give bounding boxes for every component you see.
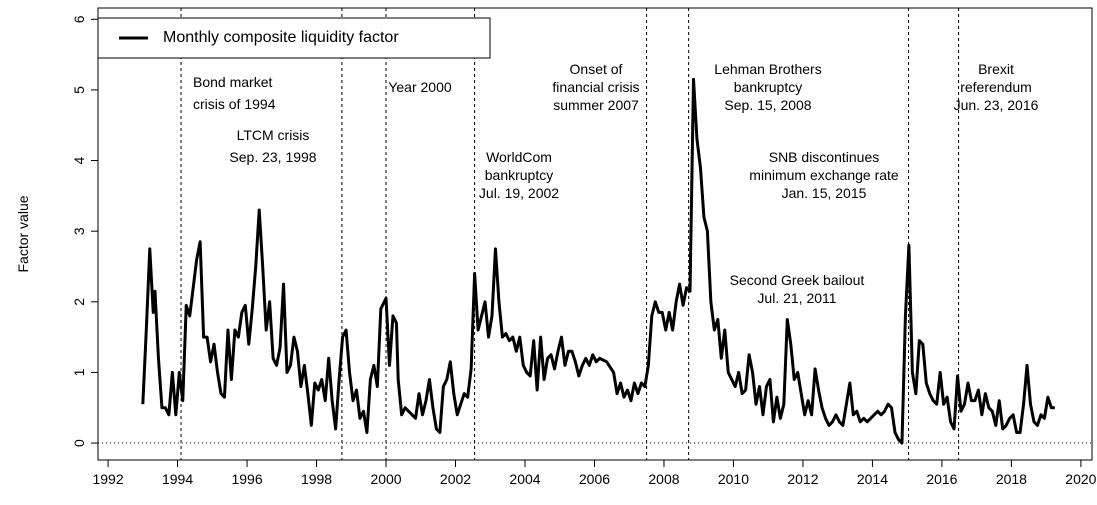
x-tick-label: 2020	[1065, 471, 1096, 487]
y-tick-label: 0	[71, 439, 87, 447]
y-axis-label: Factor value	[15, 195, 31, 272]
x-tick-label: 2010	[718, 471, 749, 487]
annotation: Jun. 23, 2016	[954, 97, 1039, 113]
annotation: bankruptcy	[485, 167, 553, 183]
legend-label: Monthly composite liquidity factor	[163, 29, 399, 46]
annotation: WorldCom	[486, 149, 552, 165]
x-tick-label: 2012	[787, 471, 818, 487]
x-tick-label: 2002	[440, 471, 471, 487]
y-tick-label: 3	[71, 227, 87, 235]
y-tick-label: 1	[71, 368, 87, 376]
x-tick-label: 1992	[92, 471, 123, 487]
x-tick-label: 2016	[926, 471, 957, 487]
annotation: crisis of 1994	[193, 96, 276, 112]
annotation: Sep. 15, 2008	[724, 97, 811, 113]
series-line	[141, 77, 1055, 445]
annotation: LTCM crisis	[237, 127, 310, 143]
annotation: Sep. 23, 1998	[229, 149, 316, 165]
annotation: Bond market	[193, 74, 272, 90]
x-tick-label: 1998	[301, 471, 332, 487]
x-tick-label: 2006	[579, 471, 610, 487]
y-tick-label: 4	[71, 156, 87, 164]
x-tick-label: 1996	[231, 471, 262, 487]
annotation: Jul. 19, 2002	[479, 185, 559, 201]
annotation: summer 2007	[553, 97, 639, 113]
x-tick-label: 2004	[509, 471, 540, 487]
annotation: Brexit	[978, 61, 1014, 77]
annotation: Second Greek bailout	[730, 272, 865, 288]
annotation: Year 2000	[388, 79, 452, 95]
x-tick-label: 2000	[370, 471, 401, 487]
x-tick-label: 2008	[648, 471, 679, 487]
annotation: Jan. 15, 2015	[782, 185, 867, 201]
x-tick-label: 2014	[857, 471, 888, 487]
annotation: financial crisis	[552, 79, 639, 95]
y-tick-label: 6	[71, 15, 87, 23]
y-tick-label: 2	[71, 298, 87, 306]
x-tick-label: 1994	[162, 471, 193, 487]
annotation: SNB discontinues	[769, 149, 880, 165]
annotation: minimum exchange rate	[749, 167, 899, 183]
legend-box	[97, 17, 491, 59]
y-tick-label: 5	[71, 86, 87, 94]
annotation: bankruptcy	[734, 79, 802, 95]
annotation: referendum	[960, 79, 1032, 95]
x-tick-label: 2018	[996, 471, 1027, 487]
annotation: Onset of	[570, 61, 623, 77]
annotation: Jul. 21, 2011	[757, 290, 836, 306]
annotation: Lehman Brothers	[714, 61, 821, 77]
